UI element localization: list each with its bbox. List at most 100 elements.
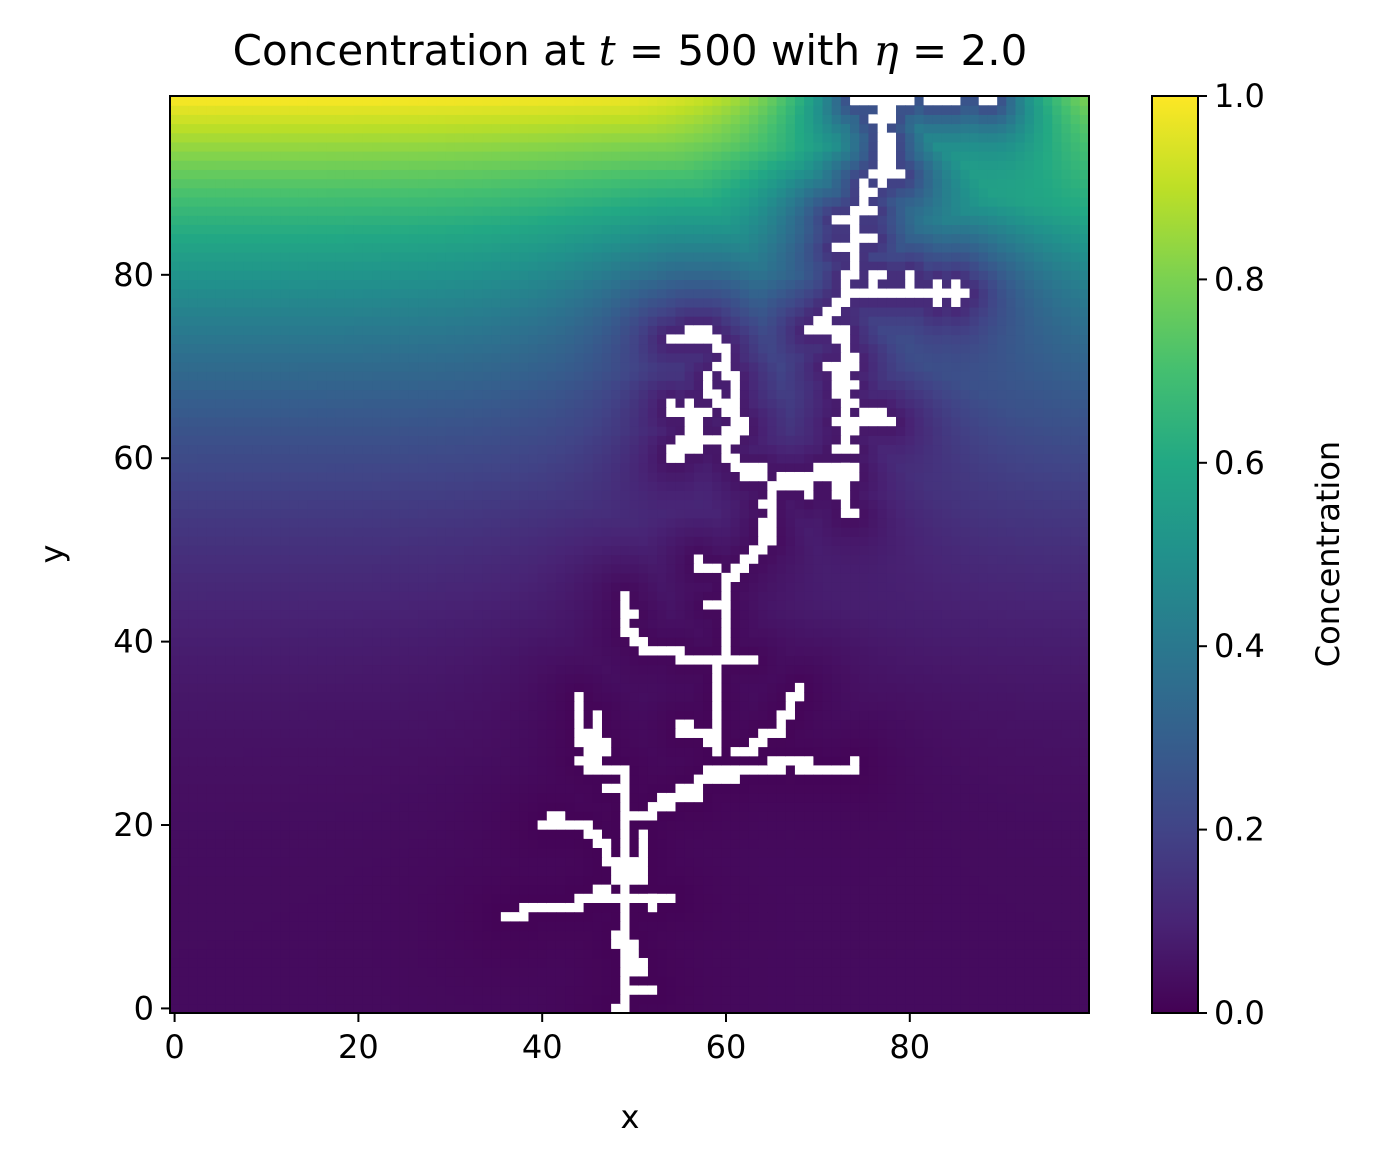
heatmap-cell xyxy=(289,728,300,739)
heatmap-cell xyxy=(914,875,925,886)
heatmap-cell xyxy=(537,838,548,849)
heatmap-cell xyxy=(271,582,281,592)
heatmap-cell xyxy=(528,637,539,647)
heatmap-cell xyxy=(252,609,263,620)
heatmap-cell xyxy=(298,591,309,601)
heatmap-cell xyxy=(390,664,401,675)
heatmap-cell xyxy=(850,719,860,730)
heatmap-cell xyxy=(436,563,447,574)
heatmap-cell xyxy=(666,967,677,977)
heatmap-cell xyxy=(813,875,824,886)
heatmap-cell xyxy=(666,811,677,822)
heatmap-cell xyxy=(960,985,971,996)
heatmap-cell xyxy=(896,1003,906,1014)
heatmap-cell xyxy=(307,948,318,959)
heatmap-cell xyxy=(206,710,217,721)
heatmap-cell xyxy=(813,994,824,1005)
heatmap-cell xyxy=(482,719,493,730)
heatmap-cell xyxy=(822,866,833,877)
heatmap-cell xyxy=(215,563,226,574)
heatmap-cell xyxy=(611,536,621,546)
heatmap-cell xyxy=(804,884,814,895)
heatmap-cell xyxy=(601,692,612,702)
heatmap-cell xyxy=(537,600,548,611)
heatmap-cell xyxy=(206,994,217,1005)
heatmap-cell xyxy=(886,536,897,546)
heatmap-cell xyxy=(675,847,686,858)
heatmap-cell xyxy=(1043,609,1053,620)
heatmap-cell xyxy=(951,747,961,757)
heatmap-cell xyxy=(813,554,824,565)
heatmap-cell xyxy=(362,985,373,996)
heatmap-cell xyxy=(813,893,824,904)
heatmap-cell xyxy=(1052,747,1063,757)
heatmap-cell xyxy=(703,829,713,840)
heatmap-cell xyxy=(629,682,640,693)
heatmap-cell xyxy=(464,939,474,950)
heatmap-cell xyxy=(280,563,291,574)
heatmap-cell xyxy=(243,912,254,922)
heatmap-cell xyxy=(657,902,667,913)
heatmap-cell xyxy=(997,563,1007,574)
heatmap-cell xyxy=(721,866,732,877)
heatmap-cell xyxy=(243,976,254,987)
heatmap-cell xyxy=(1033,554,1044,565)
heatmap-cell xyxy=(372,976,382,987)
heatmap-cell xyxy=(886,600,897,611)
heatmap-cell xyxy=(555,765,566,776)
heatmap-cell xyxy=(298,637,309,647)
heatmap-cell xyxy=(969,994,980,1005)
heatmap-cell xyxy=(519,994,530,1005)
heatmap-cell xyxy=(179,682,189,693)
heatmap-cell xyxy=(454,692,465,702)
heatmap-cell xyxy=(997,939,1007,950)
heatmap-cell xyxy=(629,820,640,831)
heatmap-cell xyxy=(877,545,888,556)
heatmap-cell xyxy=(335,967,346,977)
heatmap-cell xyxy=(500,866,511,877)
heatmap-cell xyxy=(427,719,438,730)
heatmap-cell xyxy=(491,682,502,693)
heatmap-cell xyxy=(997,792,1007,803)
heatmap-cell xyxy=(1070,591,1081,601)
heatmap-cell xyxy=(923,884,934,895)
heatmap-cell xyxy=(647,765,658,776)
heatmap-cell xyxy=(868,783,879,794)
heatmap-cell xyxy=(408,939,419,950)
heatmap-cell xyxy=(767,866,778,877)
heatmap-cell xyxy=(170,1003,180,1014)
heatmap-cell xyxy=(298,902,309,913)
heatmap-cell xyxy=(987,884,998,895)
heatmap-cell xyxy=(960,737,971,748)
heatmap-cell xyxy=(1079,875,1090,886)
heatmap-cell xyxy=(896,673,906,684)
heatmap-cell xyxy=(739,646,750,656)
heatmap-cell xyxy=(785,884,796,895)
heatmap-cell xyxy=(657,847,667,858)
heatmap-cell xyxy=(289,682,300,693)
heatmap-cell xyxy=(289,902,300,913)
heatmap-cell xyxy=(399,847,410,858)
heatmap-cell xyxy=(675,747,686,757)
heatmap-cell xyxy=(960,710,971,721)
heatmap-cell xyxy=(776,783,787,794)
heatmap-cell xyxy=(399,609,410,620)
heatmap-cell xyxy=(215,526,226,537)
heatmap-cell xyxy=(831,582,842,592)
heatmap-cell xyxy=(1015,921,1026,932)
heatmap-cell xyxy=(951,737,961,748)
heatmap-cell xyxy=(703,719,713,730)
heatmap-cell xyxy=(767,930,778,941)
heatmap-cell xyxy=(473,902,484,913)
heatmap-cell xyxy=(978,811,989,822)
heatmap-cell xyxy=(482,737,493,748)
heatmap-cell xyxy=(923,792,934,803)
heatmap-cell xyxy=(804,710,814,721)
heatmap-cell xyxy=(666,939,677,950)
heatmap-cell xyxy=(482,893,493,904)
heatmap-cell xyxy=(1052,627,1063,638)
heatmap-cell xyxy=(574,618,585,629)
heatmap-cell xyxy=(657,976,667,987)
heatmap-cell xyxy=(822,618,833,629)
heatmap-cell xyxy=(1052,545,1063,556)
